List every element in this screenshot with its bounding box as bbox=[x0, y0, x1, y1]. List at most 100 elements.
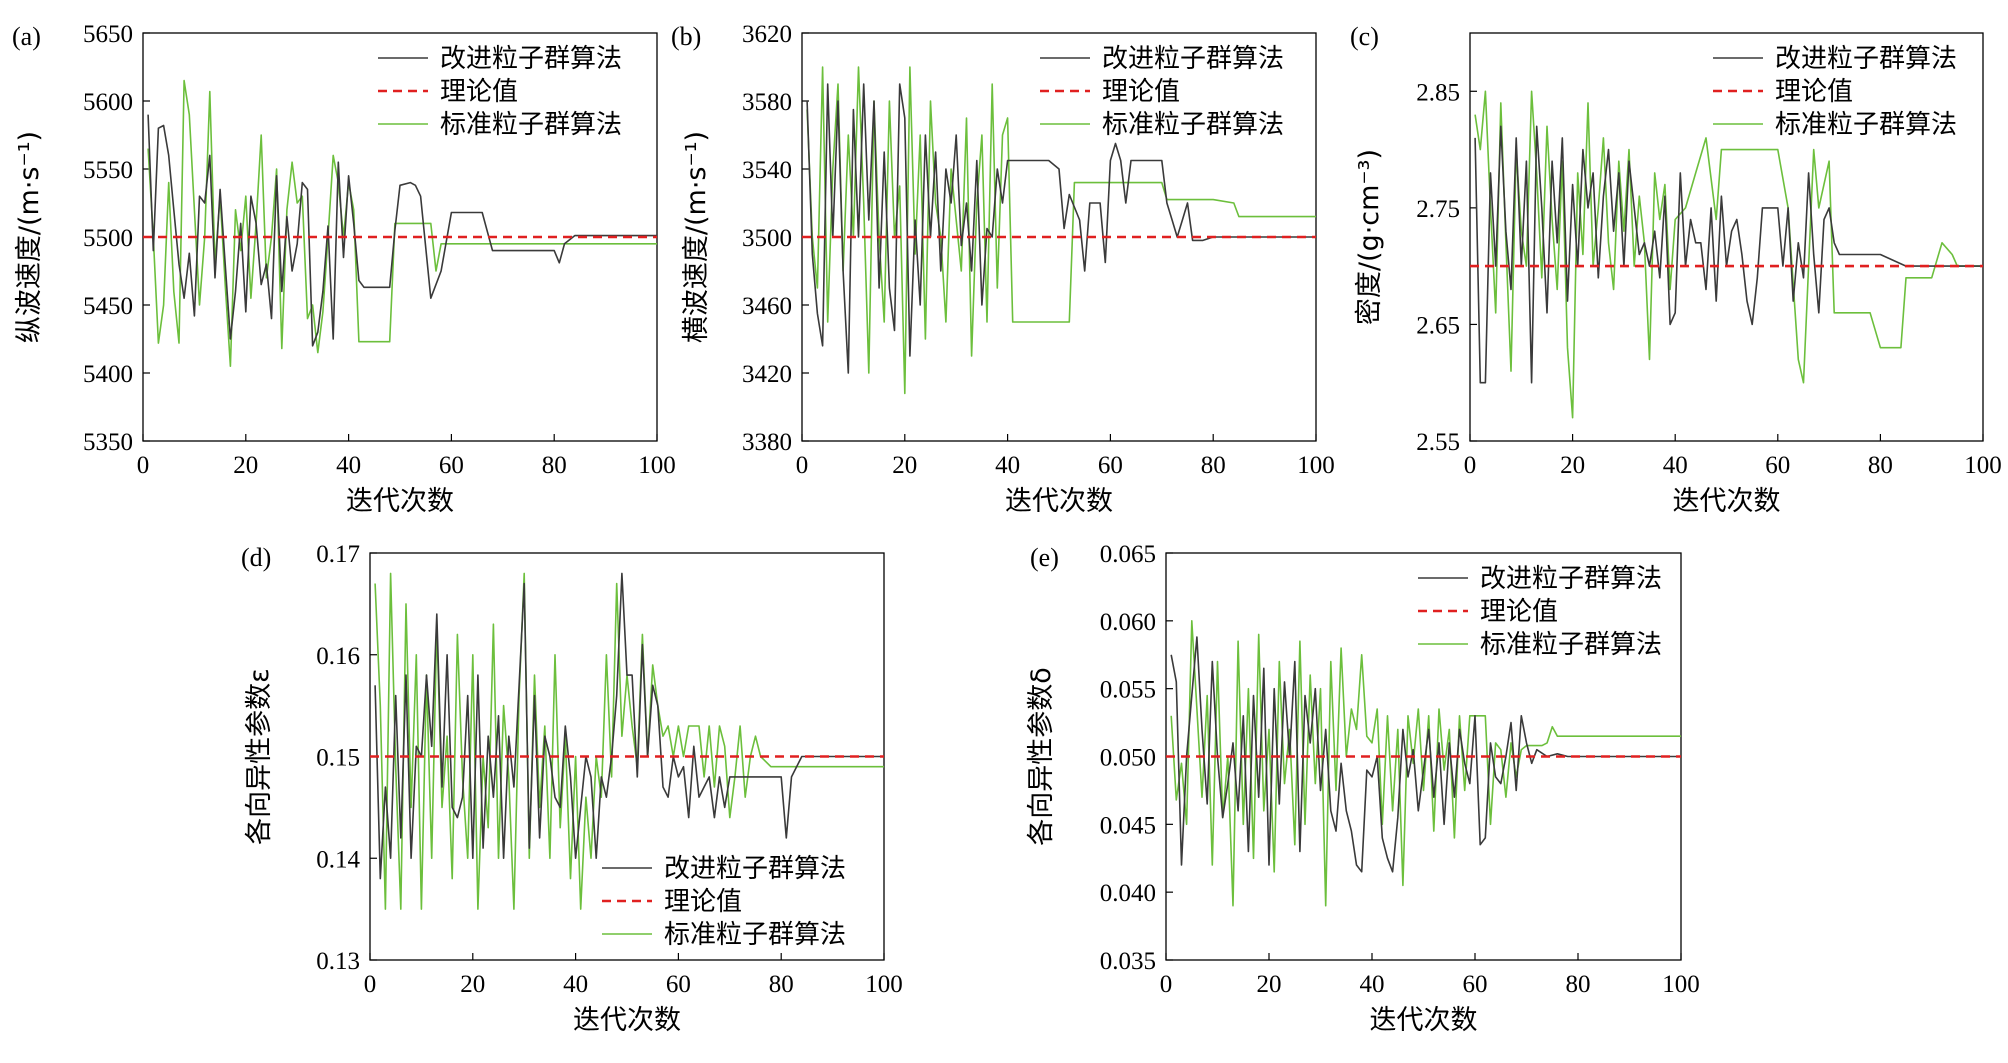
x-tick-label: 0 bbox=[796, 452, 809, 479]
y-tick-label: 2.75 bbox=[1416, 196, 1460, 223]
y-tick-label: 3380 bbox=[742, 429, 792, 456]
x-tick-label: 60 bbox=[1765, 452, 1790, 479]
legend-label: 标准粒子群算法 bbox=[1102, 110, 1284, 140]
x-tick-label: 60 bbox=[666, 971, 691, 998]
x-tick-label: 40 bbox=[995, 452, 1020, 479]
y-tick-label: 3500 bbox=[742, 225, 792, 252]
x-tick-label: 20 bbox=[233, 452, 258, 479]
series-line bbox=[147, 114, 657, 347]
plot-frame bbox=[1469, 32, 1984, 442]
y-tick-label: 0.17 bbox=[316, 541, 360, 568]
y-tick-label: 2.65 bbox=[1416, 312, 1460, 339]
y-axis-label: 各向异性参数ε bbox=[244, 668, 275, 845]
x-axis-label: 迭代次数 bbox=[346, 486, 454, 517]
legend-label: 理论值 bbox=[664, 887, 742, 917]
x-tick-label: 20 bbox=[1257, 971, 1282, 998]
x-tick-label: 0 bbox=[1464, 452, 1477, 479]
x-tick-label: 80 bbox=[1201, 452, 1226, 479]
y-tick-label: 3420 bbox=[742, 361, 792, 388]
x-tick-label: 0 bbox=[137, 452, 150, 479]
x-tick-label: 100 bbox=[1297, 452, 1335, 479]
legend-label: 改进粒子群算法 bbox=[440, 44, 622, 74]
chart-panel: (d) 0 20 40 60 80 100 0.13 0.14 0.15 0.16 0.17 迭代次数 各… bbox=[241, 541, 903, 1036]
x-tick-label: 20 bbox=[1560, 452, 1585, 479]
y-tick-label: 3580 bbox=[742, 89, 792, 116]
x-tick-label: 80 bbox=[769, 971, 794, 998]
legend-label: 理论值 bbox=[1775, 77, 1853, 107]
y-tick-label: 0.065 bbox=[1100, 541, 1156, 568]
legend-label: 理论值 bbox=[1480, 597, 1558, 627]
chart-panel: (a) 0 20 40 60 80 100 5350 5400 5450 5500 5550 5600 5… bbox=[12, 21, 676, 517]
panel-label: (e) bbox=[1030, 543, 1059, 572]
y-tick-label: 0.14 bbox=[316, 846, 360, 873]
x-tick-label: 40 bbox=[336, 452, 361, 479]
x-tick-label: 80 bbox=[1868, 452, 1893, 479]
y-axis-label: 纵波速度/(m·s⁻¹) bbox=[14, 131, 45, 343]
x-tick-label: 20 bbox=[892, 452, 917, 479]
series-line bbox=[1170, 636, 1681, 873]
y-tick-label: 0.035 bbox=[1100, 948, 1156, 975]
x-tick-label: 60 bbox=[439, 452, 464, 479]
series-line bbox=[1170, 619, 1681, 907]
legend-label: 标准粒子群算法 bbox=[1775, 110, 1957, 140]
chart-panel: (e) 0 20 40 60 80 100 0.035 0.040 0.045 0.050 0.055… bbox=[1026, 541, 1700, 1036]
panel-label: (b) bbox=[671, 22, 701, 51]
y-tick-label: 5650 bbox=[83, 21, 133, 48]
x-tick-label: 40 bbox=[1663, 452, 1688, 479]
series-line bbox=[374, 572, 884, 880]
legend-label: 改进粒子群算法 bbox=[1775, 44, 1957, 74]
series-line bbox=[1474, 125, 1983, 384]
chart-panel: (c) 0 20 40 60 80 100 2.55 2.65 2.75 2.85 迭代次数 密度/(g… bbox=[1350, 22, 2002, 517]
x-tick-label: 60 bbox=[1098, 452, 1123, 479]
y-axis-label: 横波速度/(m·s⁻¹) bbox=[681, 131, 712, 343]
series-line bbox=[374, 572, 884, 910]
legend-label: 标准粒子群算法 bbox=[664, 920, 846, 950]
y-tick-label: 3460 bbox=[742, 293, 792, 320]
panel-label: (d) bbox=[241, 543, 271, 572]
chart-panel: (b) 0 20 40 60 80 100 3380 3420 3460 3500 3540 3580 3… bbox=[671, 21, 1335, 517]
x-axis-label: 迭代次数 bbox=[1370, 1005, 1478, 1036]
y-tick-label: 0.13 bbox=[316, 948, 360, 975]
x-tick-label: 0 bbox=[364, 971, 377, 998]
y-tick-label: 0.060 bbox=[1100, 609, 1156, 636]
legend-label: 理论值 bbox=[1102, 77, 1180, 107]
y-tick-label: 0.045 bbox=[1100, 812, 1156, 839]
legend-label: 改进粒子群算法 bbox=[1480, 564, 1662, 594]
y-tick-label: 3620 bbox=[742, 21, 792, 48]
x-tick-label: 80 bbox=[542, 452, 567, 479]
panel-label: (a) bbox=[12, 22, 41, 51]
x-axis-label: 迭代次数 bbox=[1673, 486, 1781, 517]
y-tick-label: 0.15 bbox=[316, 745, 360, 772]
y-tick-label: 3540 bbox=[742, 157, 792, 184]
x-tick-label: 100 bbox=[1662, 971, 1700, 998]
legend-label: 标准粒子群算法 bbox=[1480, 630, 1662, 660]
x-tick-label: 60 bbox=[1463, 971, 1488, 998]
x-axis-label: 迭代次数 bbox=[573, 1005, 681, 1036]
legend-label: 理论值 bbox=[440, 77, 518, 107]
y-tick-label: 5350 bbox=[83, 429, 133, 456]
y-tick-label: 2.55 bbox=[1416, 429, 1460, 456]
x-tick-label: 100 bbox=[1964, 452, 2002, 479]
y-tick-label: 5600 bbox=[83, 89, 133, 116]
y-tick-label: 2.85 bbox=[1416, 79, 1460, 106]
legend-label: 标准粒子群算法 bbox=[440, 110, 622, 140]
x-tick-label: 100 bbox=[638, 452, 676, 479]
y-axis-label: 密度/(g·cm⁻³) bbox=[1354, 149, 1385, 325]
x-tick-label: 40 bbox=[563, 971, 588, 998]
series-line bbox=[806, 66, 1316, 395]
legend-label: 改进粒子群算法 bbox=[664, 854, 846, 884]
x-axis-label: 迭代次数 bbox=[1005, 486, 1113, 517]
x-tick-label: 40 bbox=[1360, 971, 1385, 998]
panel-label: (c) bbox=[1350, 22, 1379, 51]
y-tick-label: 0.050 bbox=[1100, 745, 1156, 772]
y-axis-label: 各向异性参数δ bbox=[1026, 667, 1057, 846]
x-tick-label: 20 bbox=[460, 971, 485, 998]
series-line bbox=[147, 79, 657, 368]
series-line bbox=[806, 83, 1316, 374]
series-line bbox=[1474, 90, 1983, 419]
y-tick-label: 5550 bbox=[83, 157, 133, 184]
y-tick-label: 0.040 bbox=[1100, 880, 1156, 907]
y-tick-label: 5450 bbox=[83, 293, 133, 320]
y-tick-label: 0.16 bbox=[316, 643, 360, 670]
